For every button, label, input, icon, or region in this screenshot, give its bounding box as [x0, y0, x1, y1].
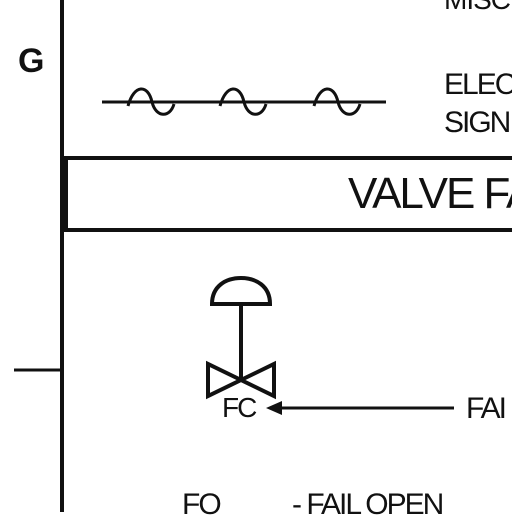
banner-title: VALVE FA	[348, 169, 512, 218]
actuator-dome	[209, 275, 273, 306]
valve-tag: FC	[222, 392, 257, 423]
bottom-text: - FAIL OPEN	[292, 488, 444, 521]
fail-arrow	[266, 401, 454, 415]
row-letter: G	[18, 42, 45, 80]
valve-body	[206, 360, 276, 400]
top-text: MISC	[444, 0, 511, 14]
valve-banner-box	[64, 156, 512, 232]
bottom-abbrev: FO	[182, 488, 222, 521]
electric-label-line1: ELEC	[444, 68, 512, 101]
electric-signal-symbol	[102, 87, 386, 116]
valve-symbol	[206, 275, 276, 400]
arrow-label: FAI	[466, 392, 507, 425]
electric-label-line2: SIGN	[444, 106, 511, 139]
